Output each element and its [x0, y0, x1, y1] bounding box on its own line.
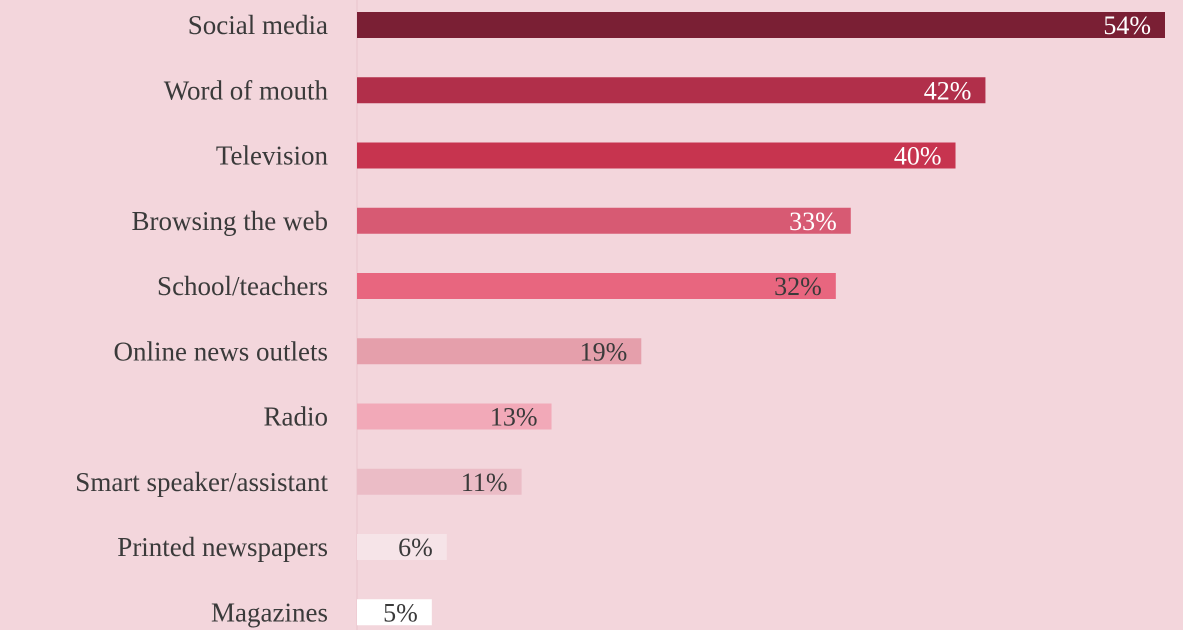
bar	[357, 12, 1165, 38]
bar	[357, 534, 447, 560]
category-label: Browsing the web	[132, 206, 328, 236]
category-label: Television	[216, 141, 329, 171]
bar	[357, 142, 956, 169]
bar	[357, 338, 642, 365]
bar	[357, 207, 851, 234]
bar	[357, 403, 552, 430]
category-label: Printed newspapers	[117, 532, 328, 562]
value-label: 6%	[398, 533, 433, 562]
category-label: Word of mouth	[164, 75, 329, 105]
category-label: Social media	[188, 10, 328, 40]
category-label: Radio	[264, 402, 329, 432]
value-label: 11%	[461, 468, 508, 497]
category-label: Smart speaker/assistant	[75, 467, 328, 497]
value-label: 13%	[490, 403, 538, 432]
value-label: 54%	[1103, 11, 1151, 40]
value-label: 40%	[894, 142, 942, 171]
value-label: 19%	[580, 337, 628, 366]
bar	[357, 77, 986, 104]
category-label: Magazines	[211, 597, 328, 627]
value-label: 42%	[924, 76, 972, 105]
bar	[357, 273, 836, 299]
value-label: 5%	[383, 598, 418, 627]
bar	[357, 468, 522, 495]
bar	[357, 599, 432, 626]
category-label: Online news outlets	[114, 336, 328, 366]
value-label: 32%	[774, 272, 822, 301]
category-label: School/teachers	[157, 271, 328, 301]
value-label: 33%	[789, 207, 837, 236]
